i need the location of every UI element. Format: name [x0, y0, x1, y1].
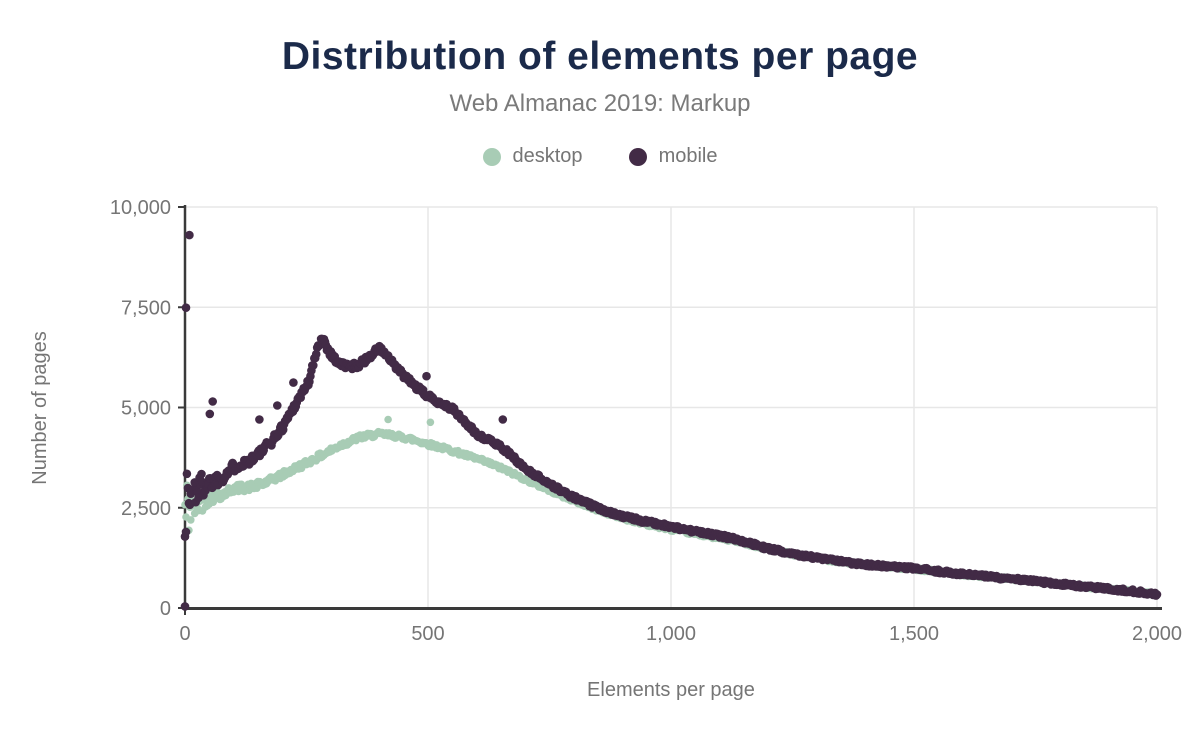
- outlier-point: [255, 415, 264, 424]
- chart-subtitle: Web Almanac 2019: Markup: [449, 90, 751, 117]
- outlier-point: [426, 418, 435, 427]
- scatter-chart: 0 2,500 5,000 7,500 10,000 0 500 1,000 1,500 2,00…: [29, 197, 1182, 701]
- data-point: [182, 469, 192, 479]
- series-mobile: [180, 230, 1162, 611]
- desktop-swatch-icon: [482, 147, 501, 166]
- outlier-point: [205, 409, 215, 419]
- legend-label-mobile: mobile: [658, 145, 718, 167]
- mobile-swatch-icon: [628, 147, 647, 166]
- y-axis-title: Number of pages: [29, 331, 51, 484]
- data-point: [1152, 590, 1162, 599]
- y-tick-label: 10,000: [110, 197, 171, 219]
- legend-item-mobile: mobile: [628, 145, 718, 168]
- outlier-point: [273, 401, 282, 410]
- x-tick-label: 2,000: [1132, 623, 1182, 645]
- legend: desktop mobile: [0, 145, 1200, 168]
- y-tick-label: 0: [160, 598, 171, 620]
- data-point: [187, 516, 195, 524]
- outlier-point: [181, 303, 191, 312]
- y-tick-label: 7,500: [121, 297, 171, 319]
- series-points: [180, 230, 1162, 611]
- y-tick-label: 5,000: [121, 398, 171, 420]
- data-point: [181, 527, 191, 537]
- outlier-point: [180, 602, 190, 611]
- gridlines: [185, 206, 1158, 608]
- chart-title: Distribution of elements per page: [281, 35, 919, 78]
- outlier-point: [498, 415, 508, 424]
- outlier-point: [384, 415, 392, 424]
- outlier-point: [289, 378, 298, 387]
- data-point: [311, 349, 321, 359]
- x-tick-label: 500: [411, 623, 444, 645]
- x-tick-label: 1,000: [646, 623, 696, 645]
- data-point: [309, 361, 318, 370]
- y-tick-label: 2,500: [121, 498, 171, 520]
- legend-label-desktop: desktop: [512, 145, 583, 167]
- outlier-point: [422, 371, 431, 381]
- axes: [178, 205, 1162, 615]
- tick-labels: 0 2,500 5,000 7,500 10,000 0 500 1,000 1,500 2,00…: [110, 197, 1182, 645]
- legend-item-desktop: desktop: [482, 145, 583, 168]
- outlier-point: [208, 397, 217, 406]
- x-tick-label: 1,500: [889, 623, 939, 645]
- x-axis-title: Elements per page: [587, 679, 755, 701]
- outlier-point: [185, 230, 194, 240]
- x-tick-label: 0: [179, 623, 190, 645]
- data-point: [197, 469, 206, 479]
